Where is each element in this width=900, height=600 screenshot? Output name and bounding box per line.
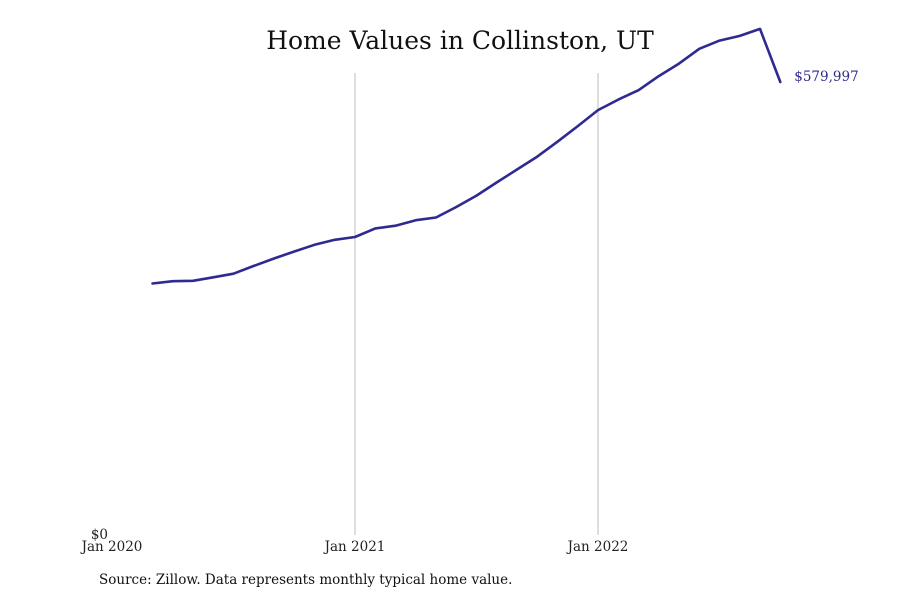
data-point — [535, 155, 539, 159]
x-tick-label: Jan 2022 — [566, 539, 629, 555]
x-tick-label: Jan 2020 — [80, 539, 143, 555]
data-point — [252, 264, 256, 268]
data-point — [211, 275, 215, 279]
data-point — [556, 140, 560, 144]
data-point — [292, 250, 296, 254]
data-point — [434, 216, 438, 220]
data-point — [515, 168, 519, 172]
data-point — [778, 80, 782, 84]
data-point — [313, 243, 317, 247]
data-point — [677, 62, 681, 66]
y-tick-label: $0 — [91, 527, 108, 543]
data-point — [191, 279, 195, 283]
data-point — [394, 224, 398, 228]
data-point — [151, 282, 155, 286]
data-point — [718, 39, 722, 43]
end-value-label: $579,997 — [794, 69, 858, 85]
data-point — [373, 226, 377, 230]
series-layer — [151, 27, 782, 286]
data-point — [333, 238, 337, 242]
data-point — [616, 98, 620, 102]
source-note: Source: Zillow. Data represents monthly … — [99, 572, 513, 588]
data-point — [171, 279, 175, 283]
data-point — [353, 235, 357, 239]
x-tick-label: Jan 2021 — [323, 539, 386, 555]
data-point — [596, 108, 600, 112]
data-point — [232, 272, 236, 276]
data-point — [495, 180, 499, 184]
data-point — [475, 194, 479, 198]
series-line — [151, 27, 782, 285]
chart-title: Home Values in Collinston, UT — [266, 26, 654, 55]
data-point — [657, 74, 661, 78]
data-point — [697, 47, 701, 51]
data-point — [272, 257, 276, 261]
gridlines — [354, 73, 599, 535]
axis-ticks: Jan 2020 Jan 2021 Jan 2022 $0 — [80, 527, 629, 555]
data-point — [738, 34, 742, 38]
data-point — [454, 205, 458, 209]
data-point — [576, 124, 580, 128]
data-point — [414, 218, 418, 222]
end-label-layer: $579,997 — [794, 69, 858, 85]
data-point — [637, 88, 641, 92]
data-point — [758, 27, 762, 31]
